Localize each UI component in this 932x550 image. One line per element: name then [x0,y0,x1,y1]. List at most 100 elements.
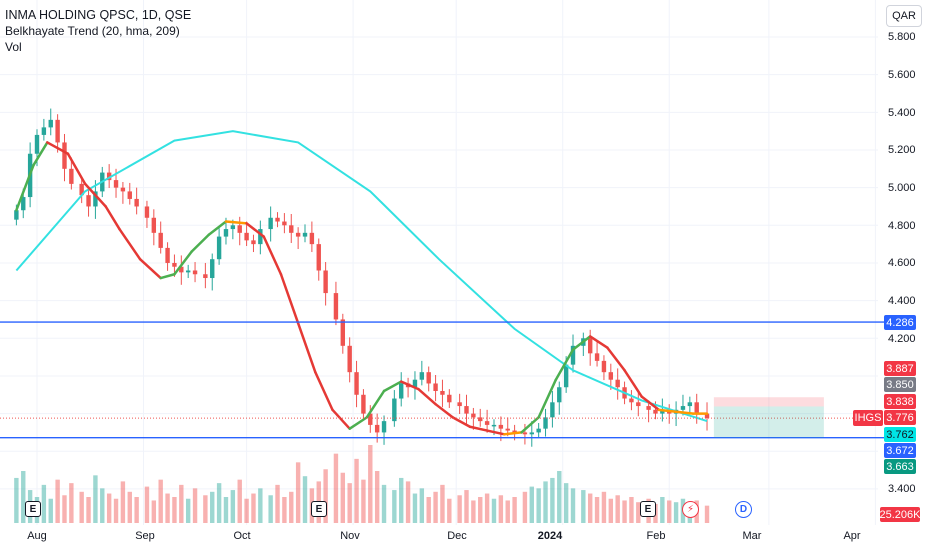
earnings-icon[interactable]: E [640,501,656,517]
volume-bar [594,497,600,523]
earnings-icon[interactable]: E [311,501,327,517]
volume-bar [48,498,53,523]
volume-bar [491,498,497,523]
volume-bar [41,484,47,523]
volume-bar [340,472,346,523]
candle-body [295,232,301,237]
split-icon[interactable]: ⚡ [682,501,699,518]
volume-bar [258,488,263,523]
volume-bar [55,479,60,523]
price-tag-resistance: 4.286 [884,315,916,330]
candle-body [412,379,418,388]
volume-bar [113,498,119,523]
volume-bar [557,471,562,523]
y-tick: 4.800 [888,220,916,232]
volume-bar [172,497,177,523]
hma-segment [104,205,121,231]
candle-body [498,424,504,429]
earnings-icon[interactable]: E [25,501,41,517]
candle-body [127,191,132,199]
candle-body [478,417,483,422]
hma-segment [66,152,87,186]
volume-bar [127,491,132,523]
hma-segment [331,408,351,430]
volume-bar [282,497,287,523]
candle-body [433,383,438,392]
candle-body [93,191,98,207]
x-tick: Aug [27,530,47,542]
hma-segment [190,233,211,253]
volume-bar [69,483,74,523]
volume-bar [512,497,517,523]
candle-body [172,262,177,267]
candle-body [680,406,686,410]
volume-bar [570,488,576,523]
candle-body [134,198,139,207]
y-tick: 5.000 [888,182,916,194]
hma-segment [623,369,643,398]
volume-bar [667,500,672,523]
candle-body [244,232,249,241]
volume-label[interactable]: Vol [5,40,22,54]
candle-body [522,432,528,435]
price-tag-prev: 3.838 [884,394,916,409]
candle-body [302,232,308,237]
candle-body [316,244,321,271]
hma-segment [520,416,540,434]
volume-bar [203,495,208,523]
candle-body [392,398,397,422]
x-tick: Sep [135,530,155,542]
hma-segment [571,335,592,351]
candle-body [594,353,600,361]
candle-body [216,236,222,260]
candle-body [381,421,387,433]
volume-bar [392,490,397,523]
chart-legend: INMA HOLDING QPSC, 1D, QSE Belkhayate Tr… [5,7,191,55]
candle-body [309,232,315,245]
hma-segment [537,378,558,419]
hma-segment [451,416,472,429]
y-tick: 4.400 [888,295,916,307]
volume-bar [447,498,452,523]
hma-segment [348,416,369,430]
volume-bar [471,500,476,523]
indicator-label[interactable]: Belkhayate Trend (20, hma, 209) [5,24,180,38]
volume-bar [179,484,184,523]
hma-segment [434,402,455,419]
hma-segment [46,141,70,155]
hma-segment [296,321,317,374]
volume-bar [333,453,339,523]
volume-bar [210,491,215,523]
candle-body [512,430,517,433]
hma-segment [279,273,300,325]
x-tick: Nov [340,530,360,542]
candle-body [694,402,699,414]
hma-segment [382,380,403,393]
candle-body [144,206,150,218]
candle-body [34,134,40,154]
candle-body [653,409,658,414]
hma-segment [173,250,193,276]
volume-bar [21,471,26,523]
currency-button[interactable]: QAR [886,5,922,27]
trend-curve [15,130,708,423]
candle-body [484,421,490,425]
hma-segment [83,182,107,208]
candle-body [185,270,191,273]
y-tick: 4.600 [888,257,916,269]
volume-bar [608,498,614,523]
candle-body [550,402,555,418]
volume-bar [543,481,548,523]
volume-bar [587,493,593,523]
symbol-title[interactable]: INMA HOLDING QPSC, 1D, QSE [5,8,192,22]
candle-body [151,217,157,233]
hma-segment [138,257,162,280]
hma-segment [118,227,142,261]
hma-segment [554,348,575,381]
volume-bar [440,484,445,523]
volume-tag: 25.206K [879,507,921,522]
dividend-icon[interactable]: D [735,501,752,518]
candle-body [557,387,562,403]
candle-body [251,240,256,245]
